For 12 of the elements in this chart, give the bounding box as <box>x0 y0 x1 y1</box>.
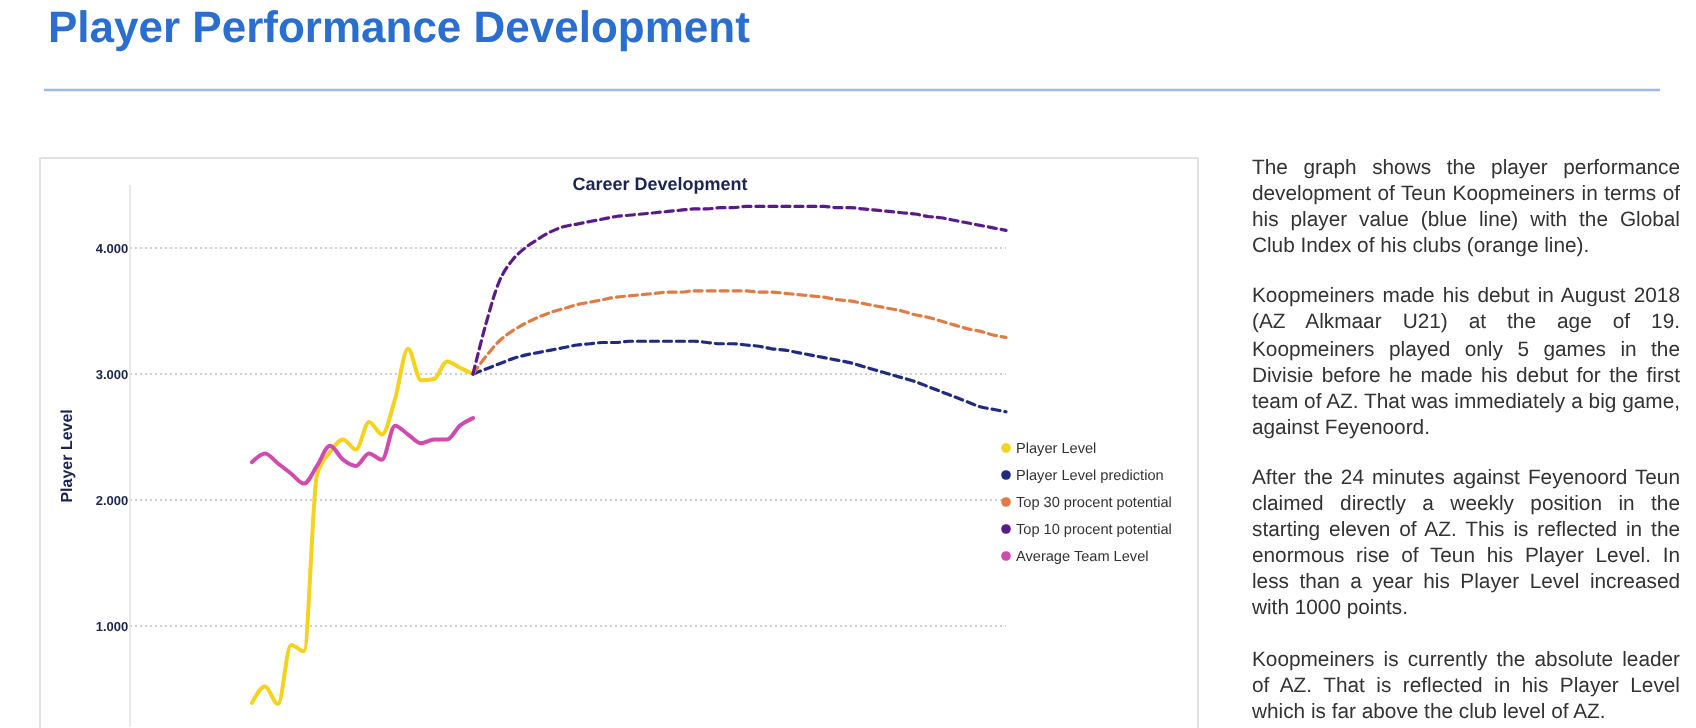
text: The graph shows the player performance development of Teun Koopmeiners in terms of his player value (blue line) with the Global Club Index of his clubs (orange line). <box>1252 156 1680 261</box>
chart-subtitle: Career Development <box>572 174 748 194</box>
text: Koopmeiners is currently the absolute leader of AZ. That is reflected in his Player Level which is far above the club level of AZ. <box>1252 647 1680 726</box>
line-series <box>250 346 475 707</box>
line-series <box>471 339 1008 414</box>
text: After the 24 minutes against Feyenoord Teun claimed directly a weekly position in the starting eleven of AZ. This is reflected in the enormous rise of Teun his Player Level. In less than a year his Player Level increased with 1000 points. <box>1252 465 1680 623</box>
line-series <box>471 289 1008 376</box>
chart-title: Player Performance Development <box>48 2 752 52</box>
y-axis-title: Player Level <box>58 409 76 503</box>
line-series <box>250 416 475 486</box>
line-series <box>471 204 1008 376</box>
text: Koopmeiners made his debut in August 2018 (AZ Alkmaar U21) at the age of 19. Koopmeiners played only 5 games in the Divisie before he made his debut for the first team of AZ. That was immediately a big game, against Feyenoord. <box>1252 284 1680 442</box>
